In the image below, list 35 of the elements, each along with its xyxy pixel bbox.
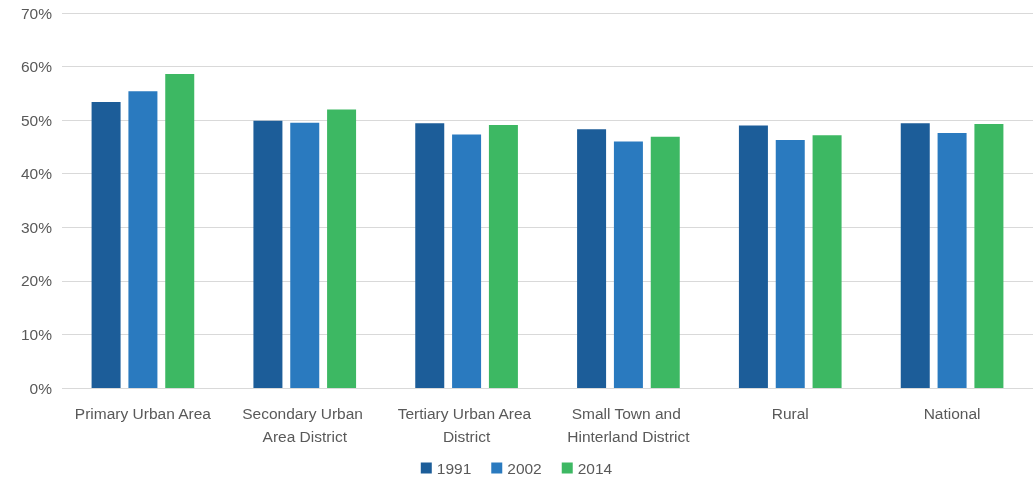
- bar: [165, 74, 195, 388]
- y-tick-label: 0%: [29, 379, 53, 397]
- y-tick-label: 60%: [20, 58, 53, 76]
- bar: [613, 141, 643, 388]
- legend-label: 2014: [577, 459, 613, 477]
- bar: [253, 120, 283, 388]
- y-tick-label: 20%: [20, 272, 53, 290]
- y-tick-label: 10%: [20, 325, 53, 343]
- x-tick-label: Small Town and Hinterland District: [567, 405, 691, 445]
- bar: [812, 135, 842, 388]
- legend-label: 2002: [507, 459, 542, 477]
- bar: [738, 125, 768, 388]
- bar: [650, 136, 680, 388]
- x-tick-label: Tertiary Urban Area District: [397, 405, 536, 445]
- y-tick-label: 50%: [20, 111, 53, 129]
- x-tick-label: Primary Urban Area: [74, 405, 212, 422]
- x-tick-label: Secondary Urban Area District: [242, 405, 368, 445]
- bar: [775, 139, 805, 388]
- bar: [452, 134, 482, 388]
- bar: [128, 91, 158, 388]
- y-tick-label: 40%: [20, 165, 53, 183]
- bar: [577, 129, 607, 388]
- bar: [327, 109, 357, 388]
- x-tick-label: National: [923, 405, 981, 422]
- y-tick-label: 30%: [20, 218, 53, 236]
- bar: [488, 124, 518, 388]
- bar: [91, 101, 121, 388]
- legend-label: 1991: [436, 459, 472, 477]
- bar: [937, 133, 967, 388]
- y-tick-label: 70%: [20, 4, 53, 22]
- bar: [900, 123, 930, 388]
- bar: [974, 123, 1004, 388]
- bar: [415, 123, 445, 388]
- x-tick-label: Rural: [771, 405, 809, 422]
- bar: [290, 122, 320, 388]
